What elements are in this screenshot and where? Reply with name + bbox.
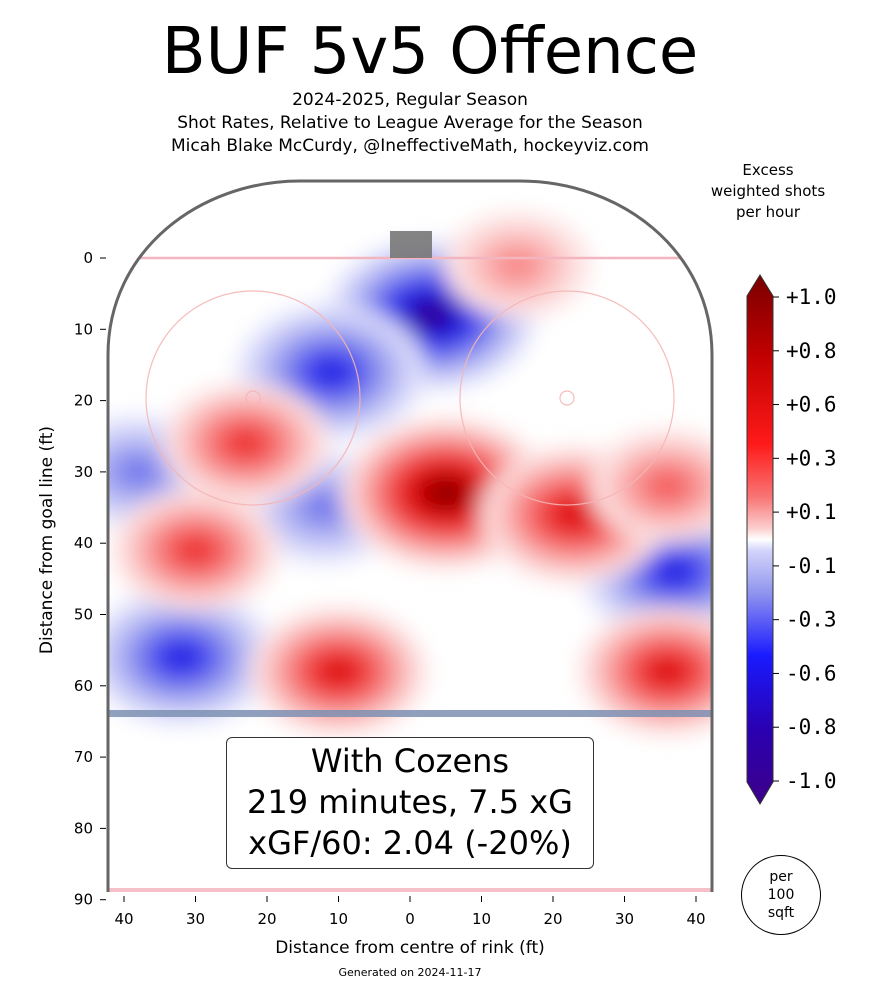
x-tick-label: 20 [257,910,276,928]
colorbar-tick-label: -0.8 [786,715,837,739]
y-tick-label: 50 [74,606,93,624]
colorbar: +1.0 +0.8 +0.6 +0.3 +0.1 -0.1 -0.3 -0.6 -0.8 -1.0 [746,274,837,805]
hot-spot [111,490,280,611]
x-tick-label: 10 [329,910,348,928]
x-tick-label: 40 [114,910,133,928]
hot-spot [249,607,428,736]
unit-badge-text: per 100 sqft [767,869,795,921]
faceoff-circles [145,290,675,506]
x-tick-label: 10 [472,910,491,928]
y-tick-label: 40 [74,534,93,552]
x-tick-label: 30 [186,910,205,928]
y-tick-label: 20 [74,392,93,410]
y-axis-label: Distance from goal line (ft) [37,425,57,655]
chart-subtitle-season: 2024-2025, Regular Season [292,90,528,110]
generated-date: Generated on 2024-11-17 [338,966,482,979]
chart-subtitle-author: Micah Blake McCurdy, @IneffectiveMath, h… [171,136,649,156]
y-tick-label: 0 [83,249,93,267]
colorbar-tick-label: +0.6 [786,393,837,417]
colorbar-ticks: +1.0 +0.8 +0.6 +0.3 +0.1 -0.1 -0.3 -0.6 -0.8 -1.0 [773,285,837,793]
x-tick-label: 40 [686,910,705,928]
chart-title: BUF 5v5 Offence [161,15,699,89]
colorbar-tick-label: +0.8 [786,339,837,363]
y-tick-label: 80 [74,819,93,837]
y-tick-label: 70 [74,748,93,766]
colorbar-tick-label: -0.3 [786,608,837,632]
chart-subtitle-description: Shot Rates, Relative to League Average f… [177,113,643,133]
rink-surface [108,181,712,892]
colorbar-tick-label: -0.1 [786,554,837,578]
y-tick-label: 30 [74,463,93,481]
y-tick-label: 90 [74,891,93,909]
y-tick-label: 60 [74,677,93,695]
player-summary-line-2: 219 minutes, 7.5 xG [247,783,573,821]
colorbar-tick-label: -1.0 [786,769,837,793]
rink-boards [106,179,714,892]
cold-spot [108,589,276,725]
hot-spot [589,429,712,543]
player-summary-box: With Cozens 219 minutes, 7.5 xG xGF/60: … [226,737,594,869]
colorbar-title: Excess weighted shots per hour [710,161,826,221]
x-tick-label: 30 [615,910,634,928]
heat-layer [108,212,712,736]
x-tick-label: 20 [543,910,562,928]
x-axis-label: Distance from centre of rink (ft) [275,938,545,958]
colorbar-tick-label: -0.6 [786,661,837,685]
blue-line [108,710,712,717]
player-summary-line-3: xGF/60: 2.04 (-20%) [248,824,572,862]
unit-badge: per 100 sqft [741,855,821,935]
colorbar-tick-label: +0.3 [786,446,837,470]
player-summary-line-1: With Cozens [310,742,510,780]
hot-spot [444,212,591,318]
x-axis: 40 30 20 10 0 10 20 30 40 [114,896,706,928]
x-tick-label: 0 [405,910,415,928]
colorbar-tick-label: +1.0 [786,285,837,309]
colorbar-tick-label: +0.1 [786,500,837,524]
hot-spot [161,383,330,504]
y-axis: 0 10 20 30 40 50 60 70 80 90 [74,249,106,909]
colorbar-bar [746,274,774,805]
y-tick-label: 10 [74,320,93,338]
centre-red-line [108,888,712,892]
goal-net [390,231,432,258]
